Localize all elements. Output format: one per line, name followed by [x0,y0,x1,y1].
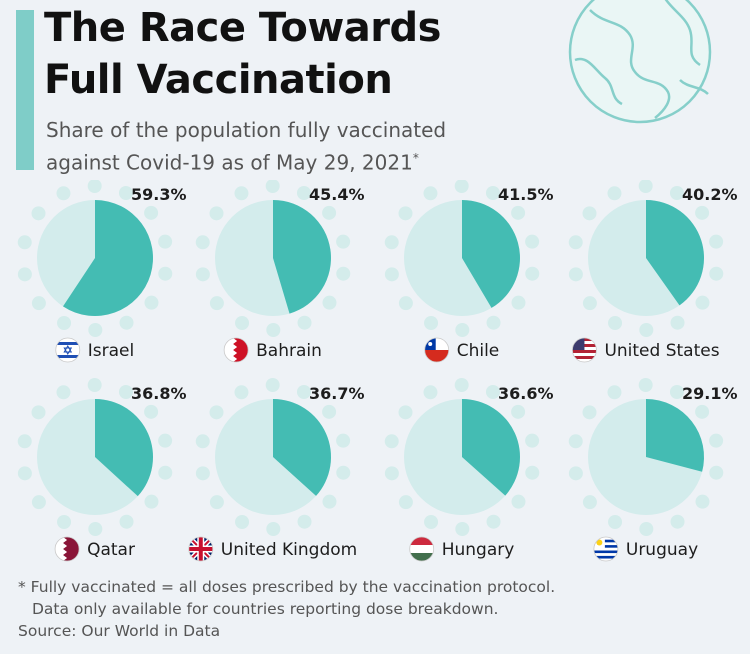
country-label-group: Qatar [54,536,135,562]
pie-slice-vaccinated [462,200,520,308]
subtitle-footnote-mark: * [412,151,419,165]
pie-chart-bahrain: 45.4% Bahrain [195,180,365,363]
value-label: 41.5% [498,185,554,204]
country-label: United States [604,341,719,361]
country-label-group: Israel [55,337,134,363]
chile-flag-icon [424,337,450,363]
accent-bar [16,10,34,170]
hungary-flag-shape [409,537,434,561]
country-label: Qatar [87,540,135,560]
pie-grid: 59.3% Israel 45.4% Bahrain 41.5% Chile 40.2% Un… [17,180,738,562]
country-label-group: Chile [424,337,500,363]
country-label: Israel [88,341,134,361]
subtitle-line-1: Share of the population fully vaccinated [46,118,447,142]
virus-dots [384,180,540,337]
country-label-group: Hungary [409,536,515,562]
pie-chart-uruguay: 29.1% Uruguay [568,378,738,562]
country-label: Bahrain [256,341,322,361]
bahrain-flag-icon [223,337,249,363]
value-label: 36.8% [131,384,187,403]
country-label-group: United States [572,337,720,363]
country-label-group: Bahrain [223,337,322,363]
country-label-group: United Kingdom [188,536,357,562]
virus-dots [17,180,173,337]
pie-chart-united-states: 40.2% United States [568,180,738,363]
value-label: 59.3% [131,185,187,204]
chart-title: The Race Towards Full Vaccination [44,2,564,106]
virus-dots [568,378,724,536]
country-label: Uruguay [626,540,698,560]
value-label: 40.2% [682,185,738,204]
footnote-line-2: Data only available for countries report… [32,600,499,618]
footnote: * Fully vaccinated = all doses prescribe… [18,576,738,620]
virus-dots [384,378,540,536]
footnote-line-1: * Fully vaccinated = all doses prescribe… [18,578,556,596]
pie-slice-vaccinated [95,399,154,497]
pie-chart-united-kingdom: 36.7% United Kingdom [188,378,365,562]
value-label: 36.7% [309,384,365,403]
virus-dots [17,378,173,536]
qatar-flag-icon [54,536,80,562]
qatar-flag-shape [55,537,80,561]
uk-flag-icon [188,536,214,562]
chart-subtitle: Share of the population fully vaccinated… [46,116,566,177]
country-label: United Kingdom [221,540,357,560]
pie-chart-hungary: 36.6% Hungary [384,378,554,562]
pie-chart-chile: 41.5% Chile [384,180,554,363]
virus-dots [195,180,351,337]
value-label: 29.1% [682,384,738,403]
uk-flag-shape [188,537,213,561]
country-label-group: Uruguay [593,536,698,562]
source-note: Source: Our World in Data [18,622,221,640]
country-label: Chile [457,341,500,361]
chile-flag-shape [424,338,449,362]
title-line-2: Full Vaccination [44,57,393,103]
pie-chart-israel: 59.3% Israel [17,180,187,363]
hungary-flag-icon [409,536,435,562]
value-label: 45.4% [309,185,365,204]
israel-flag-shape [55,338,80,362]
subtitle-line-2: against Covid-19 as of May 29, 2021 [46,150,413,175]
pie-slice-vaccinated [646,200,705,306]
uruguay-flag-shape [593,537,618,561]
country-label: Hungary [442,540,515,560]
virus-dots [195,378,351,536]
uruguay-flag-icon [593,536,619,562]
pie-slice-vaccinated [273,399,331,496]
virus-dots [568,180,724,337]
pie-slice-vaccinated [63,200,153,316]
pie-slice-vaccinated [273,200,331,314]
bahrain-flag-shape [224,338,249,362]
us-flag-icon [572,337,597,363]
pie-slice-vaccinated [462,399,520,496]
value-label: 36.6% [498,384,554,403]
pie-chart-qatar: 36.8% Qatar [17,378,187,562]
title-line-1: The Race Towards [44,5,441,51]
pie-slice-vaccinated [646,399,705,472]
israel-flag-icon [55,337,81,363]
globe-icon [568,0,712,124]
